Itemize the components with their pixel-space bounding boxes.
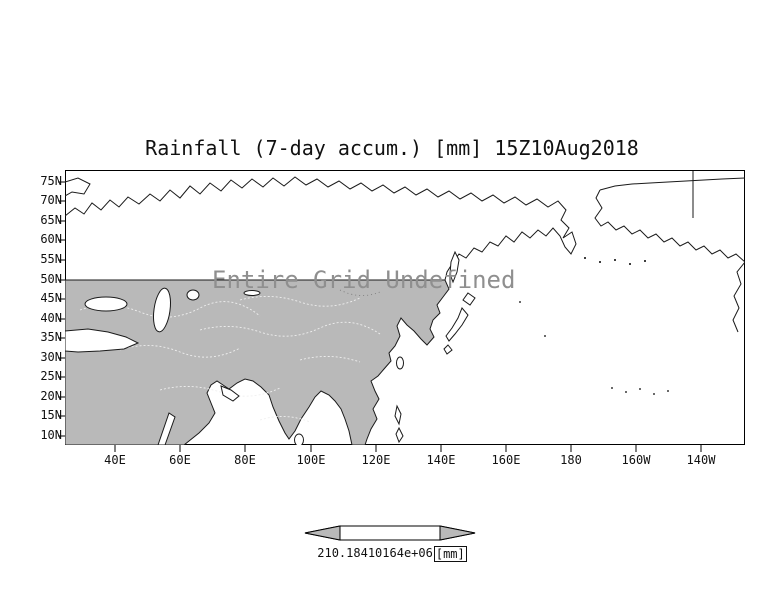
island-specks bbox=[519, 257, 669, 395]
lake-balkhash bbox=[243, 290, 261, 296]
islands bbox=[294, 250, 476, 445]
country-border-dotted bbox=[339, 289, 381, 296]
scandinavia-coast bbox=[65, 177, 91, 197]
caspian-sea bbox=[153, 287, 171, 333]
honshu-island bbox=[445, 307, 469, 342]
inland-seas bbox=[65, 287, 261, 445]
axis-ticks bbox=[58, 181, 702, 452]
lat-tick-label: 45N bbox=[40, 291, 62, 305]
coastlines bbox=[65, 171, 745, 333]
lon-tick-label: 40E bbox=[104, 453, 126, 467]
colorbar-units-label: [mm] bbox=[433, 546, 467, 562]
sri-lanka-island bbox=[294, 433, 304, 445]
undefined-grid-label: Entire Grid Undefined bbox=[212, 266, 516, 294]
lat-tick-label: 35N bbox=[40, 330, 62, 344]
plot-title: Rainfall (7-day accum.) [mm] 15Z10Aug201… bbox=[145, 136, 639, 160]
lon-tick-label: 160E bbox=[491, 453, 521, 467]
arctic-coast bbox=[65, 176, 577, 281]
lat-tick-label: 50N bbox=[40, 272, 62, 286]
lat-tick-label: 60N bbox=[40, 232, 62, 246]
lon-tick-label: 180 bbox=[560, 453, 582, 467]
lon-tick-label: 80E bbox=[234, 453, 256, 467]
lat-tick-label: 30N bbox=[40, 350, 62, 364]
colorbar-values-label: 210.18410164e+06 bbox=[317, 546, 433, 560]
taiwan-island bbox=[396, 356, 404, 370]
aral-sea bbox=[186, 289, 200, 301]
lon-tick-label: 140W bbox=[686, 453, 716, 467]
lon-tick-label: 100E bbox=[296, 453, 326, 467]
red-sea bbox=[157, 412, 176, 445]
kyushu-island bbox=[443, 344, 453, 355]
bc-coast bbox=[732, 261, 745, 333]
lat-tick-label: 55N bbox=[40, 252, 62, 266]
lon-tick-label: 60E bbox=[169, 453, 191, 467]
colorbar-label: 210.18410164e+06 [mm] bbox=[0, 546, 784, 562]
lon-tick-label: 140E bbox=[426, 453, 456, 467]
lat-tick-label: 65N bbox=[40, 213, 62, 227]
lat-tick-label: 15N bbox=[40, 408, 62, 422]
lat-tick-label: 70N bbox=[40, 193, 62, 207]
lat-tick-label: 40N bbox=[40, 311, 62, 325]
alaska-north-coast bbox=[599, 177, 745, 191]
persian-gulf bbox=[220, 385, 240, 402]
sakhalin-island bbox=[449, 250, 460, 284]
mediterranean-sea bbox=[65, 328, 140, 353]
philippines-island bbox=[394, 404, 402, 426]
colorbar-left-arrow bbox=[304, 525, 341, 541]
lat-tick-label: 25N bbox=[40, 369, 62, 383]
colorbar-shape bbox=[304, 525, 476, 541]
lat-tick-label: 20N bbox=[40, 389, 62, 403]
lon-tick-label: 120E bbox=[361, 453, 391, 467]
colorbar-right-arrow bbox=[439, 525, 476, 541]
map-geography bbox=[65, 171, 745, 445]
philippines-island-2 bbox=[395, 426, 404, 444]
lon-tick-label: 160W bbox=[621, 453, 651, 467]
hokkaido-island bbox=[462, 292, 476, 306]
lat-tick-label: 10N bbox=[40, 428, 62, 442]
black-sea bbox=[84, 296, 128, 312]
alaska-south-coast bbox=[594, 189, 745, 263]
lat-tick-label: 75N bbox=[40, 174, 62, 188]
